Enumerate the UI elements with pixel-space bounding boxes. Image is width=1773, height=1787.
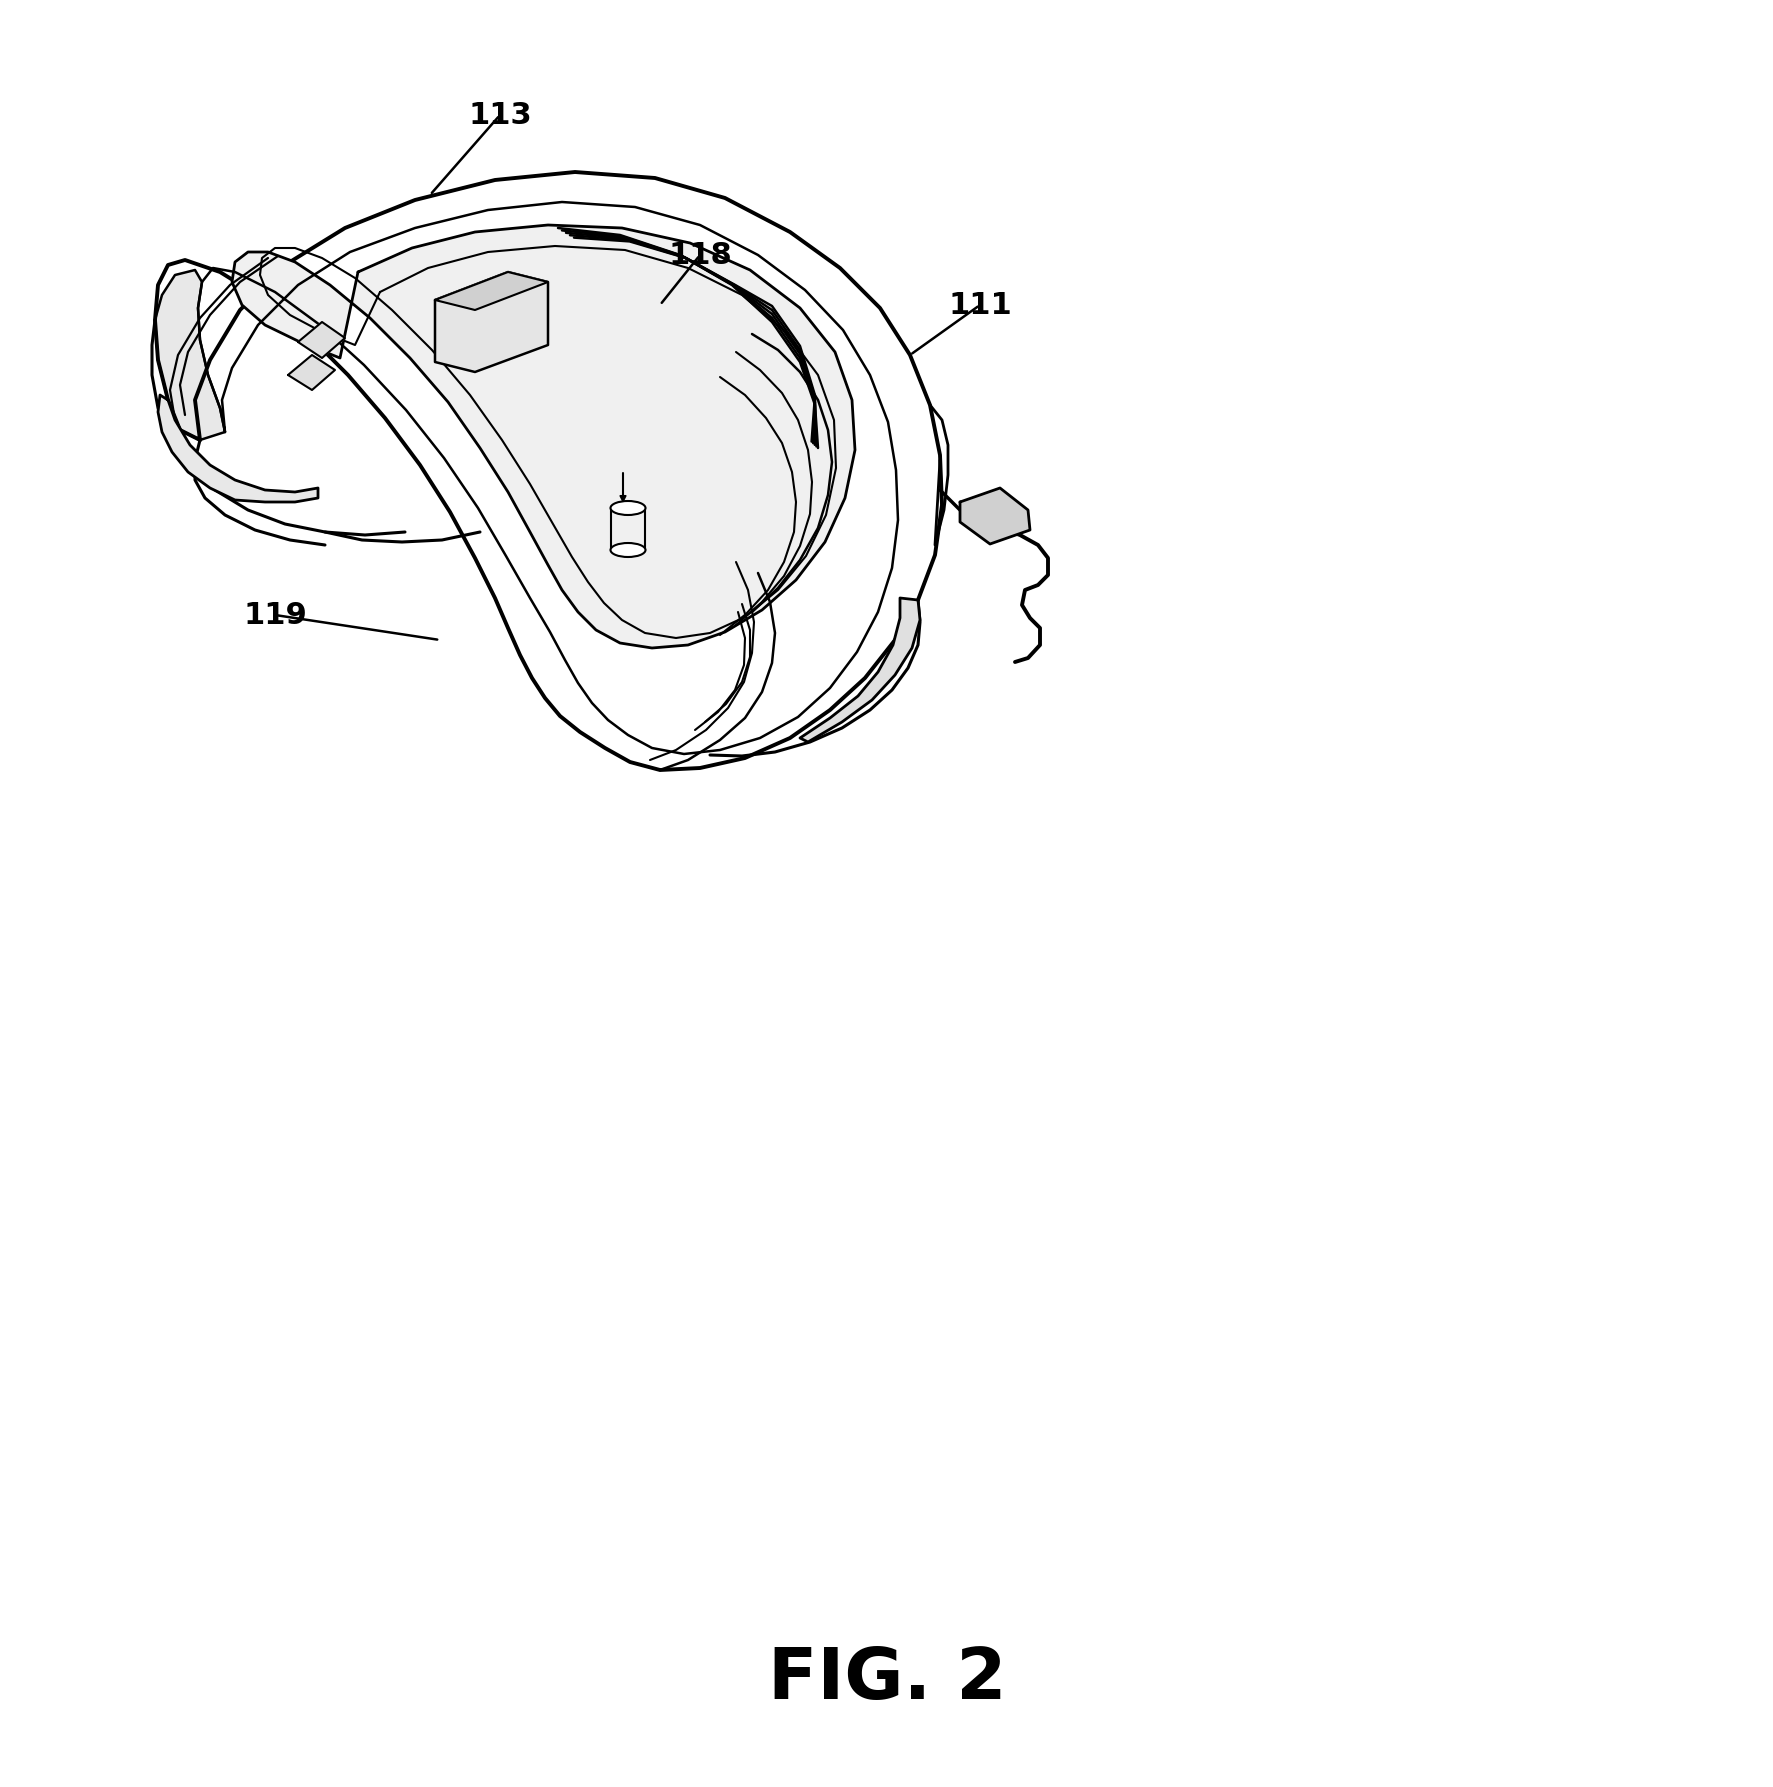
Text: 118: 118 [668, 241, 732, 270]
Polygon shape [959, 488, 1030, 543]
Polygon shape [298, 322, 344, 357]
Polygon shape [434, 272, 548, 372]
Text: FIG. 2: FIG. 2 [768, 1646, 1005, 1714]
Polygon shape [154, 270, 225, 440]
Ellipse shape [610, 543, 645, 558]
Ellipse shape [610, 500, 645, 515]
Polygon shape [287, 356, 335, 390]
Polygon shape [800, 599, 920, 742]
Polygon shape [434, 272, 548, 309]
Polygon shape [158, 395, 317, 502]
Text: 111: 111 [947, 291, 1011, 320]
Polygon shape [154, 172, 941, 770]
Text: 119: 119 [243, 600, 307, 629]
Text: 113: 113 [468, 100, 532, 129]
Polygon shape [232, 225, 855, 649]
